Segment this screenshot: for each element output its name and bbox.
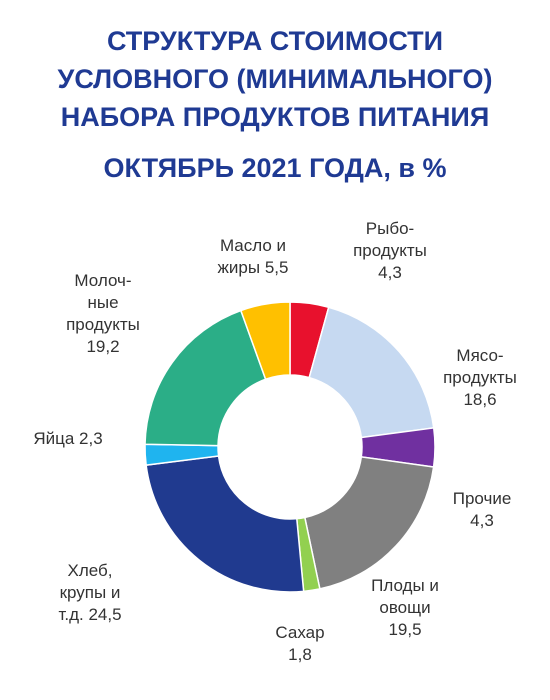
value-label: 4,3 bbox=[378, 263, 402, 282]
donut-slice bbox=[308, 306, 435, 439]
value-label: 19,2 bbox=[86, 337, 120, 356]
donut-slice bbox=[239, 301, 291, 381]
slice-label: Прочие 4,3 bbox=[402, 488, 550, 532]
category-label: Масло и жиры bbox=[217, 236, 287, 277]
value-label: 18,6 bbox=[463, 390, 497, 409]
category-label: Рыбо- продукты bbox=[353, 219, 427, 260]
slice-label: Хлеб, крупы и т.д. 24,5 bbox=[10, 560, 170, 626]
category-label: Яйца bbox=[33, 429, 75, 448]
slice-label: Молоч- ные продукты 19,2 bbox=[23, 270, 183, 358]
slice-label: Рыбо- продукты 4,3 bbox=[310, 218, 470, 284]
category-label: Плоды и овощи bbox=[371, 576, 439, 617]
category-label: Сахар bbox=[275, 623, 325, 642]
donut-slice bbox=[144, 309, 267, 447]
value-label: 24,5 bbox=[88, 605, 122, 624]
category-label: Молоч- ные продукты bbox=[66, 271, 140, 334]
value-label: 5,5 bbox=[264, 258, 289, 277]
value-label: 19,5 bbox=[388, 620, 422, 639]
slice-label: Сахар 1,8 bbox=[220, 622, 380, 666]
value-label: 2,3 bbox=[79, 429, 103, 448]
slice-label: Масло и жиры 5,5 bbox=[173, 235, 333, 279]
category-label: Мясо- продукты bbox=[443, 346, 517, 387]
category-label: Хлеб, крупы и т.д. bbox=[58, 561, 121, 624]
donut-slice bbox=[303, 456, 435, 590]
slice-label: Яйца 2,3 bbox=[0, 428, 148, 450]
slice-label: Мясо- продукты 18,6 bbox=[400, 345, 550, 411]
slice-label: Плоды и овощи 19,5 bbox=[325, 575, 485, 641]
value-label: 1,8 bbox=[288, 645, 312, 664]
donut-slice bbox=[145, 455, 305, 593]
chart-subtitle: ОКТЯБРЬ 2021 ГОДА, в % bbox=[103, 153, 447, 183]
chart-title: СТРУКТУРА СТОИМОСТИ УСЛОВНОГО (МИНИМАЛЬН… bbox=[57, 26, 493, 132]
category-label: Прочие bbox=[452, 489, 512, 508]
value-label: 4,3 bbox=[470, 511, 494, 530]
